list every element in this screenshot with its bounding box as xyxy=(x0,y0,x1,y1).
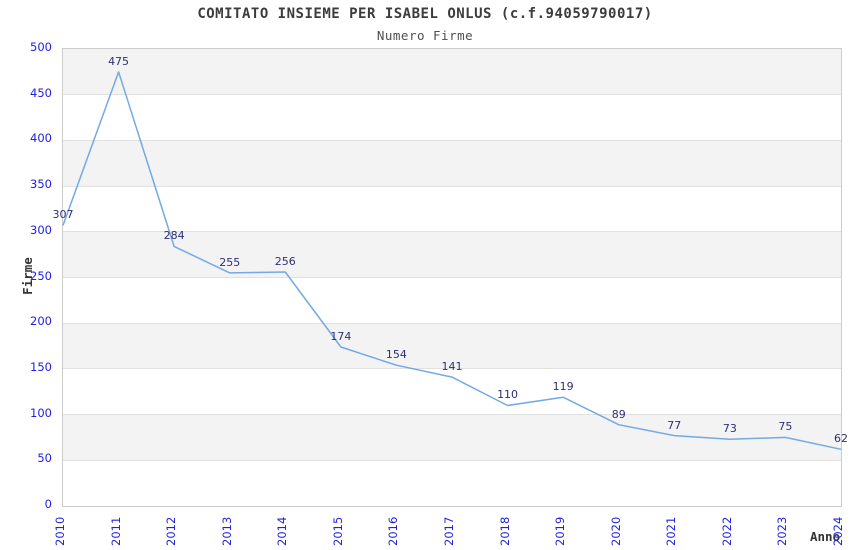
data-label: 110 xyxy=(497,388,519,402)
series-line xyxy=(62,71,842,451)
x-tick-label: 2024 xyxy=(831,516,845,546)
gridline xyxy=(63,368,841,370)
x-tick-label: 2016 xyxy=(386,516,401,546)
y-tick-label: 400 xyxy=(30,131,52,146)
x-tick-label: 2013 xyxy=(219,516,234,546)
grid-band xyxy=(63,460,841,506)
gridline xyxy=(63,94,841,96)
data-label: 154 xyxy=(385,348,407,362)
x-tick-label: 2017 xyxy=(442,516,456,546)
x-tick-label: 2015 xyxy=(330,516,345,546)
y-tick-label: 100 xyxy=(30,405,52,420)
x-tick-label: 2020 xyxy=(608,516,623,546)
grid-band xyxy=(63,186,841,232)
x-tick-label: 2022 xyxy=(719,516,734,546)
grid-band xyxy=(63,94,841,141)
chart-title: COMITATO INSIEME PER ISABEL ONLUS (c.f.9… xyxy=(197,6,653,22)
data-label: 284 xyxy=(163,229,185,243)
x-tick-label: 2014 xyxy=(275,516,290,546)
y-tick-label: 250 xyxy=(30,268,52,283)
data-label: 256 xyxy=(274,255,296,269)
data-label: 475 xyxy=(108,54,130,68)
gridline xyxy=(63,277,841,278)
plot-area: 307 475 284 255 256 174 154 141 110 119 89 77 73 75 62 xyxy=(53,48,848,507)
data-label: 89 xyxy=(611,407,626,421)
x-tick-label: 2012 xyxy=(164,516,179,546)
gridline xyxy=(63,414,841,416)
x-tick-label: 2011 xyxy=(108,516,123,546)
data-label: 119 xyxy=(552,380,574,394)
data-label: 307 xyxy=(52,208,74,222)
grid-band xyxy=(63,140,841,187)
y-tick-label: 200 xyxy=(30,314,52,329)
chart-subtitle: Numero Firme xyxy=(376,28,474,43)
gridline xyxy=(63,185,841,187)
data-label: 255 xyxy=(219,255,241,269)
y-tick-label: 0 xyxy=(44,497,52,511)
y-tick-label: 50 xyxy=(37,451,52,466)
x-axis-label: Anno xyxy=(810,529,841,544)
x-tick-label: 2023 xyxy=(775,516,790,546)
x-tick-label: 2018 xyxy=(497,516,512,546)
x-tick-label: 2019 xyxy=(553,516,568,546)
data-label: 174 xyxy=(330,329,352,343)
y-tick-label: 450 xyxy=(30,85,52,100)
data-label: 62 xyxy=(834,432,848,446)
y-tick-label: 500 xyxy=(30,40,52,54)
data-label: 73 xyxy=(722,422,737,436)
y-tick-label: 150 xyxy=(30,359,52,374)
grid-band xyxy=(63,49,841,95)
gridline xyxy=(63,459,841,461)
series-line-svg xyxy=(62,71,842,451)
data-label: 141 xyxy=(441,360,463,374)
gridline xyxy=(63,322,841,324)
y-tick-label: 350 xyxy=(30,177,52,192)
grid-band xyxy=(63,323,841,369)
gridline xyxy=(63,231,841,233)
grid-band xyxy=(63,277,841,324)
y-tick-label: 300 xyxy=(30,222,52,237)
x-tick-label: 2010 xyxy=(53,516,67,546)
x-tick-label: 2021 xyxy=(664,516,679,546)
data-label: 75 xyxy=(778,420,793,434)
data-label: 77 xyxy=(667,418,682,432)
gridline xyxy=(63,139,841,141)
